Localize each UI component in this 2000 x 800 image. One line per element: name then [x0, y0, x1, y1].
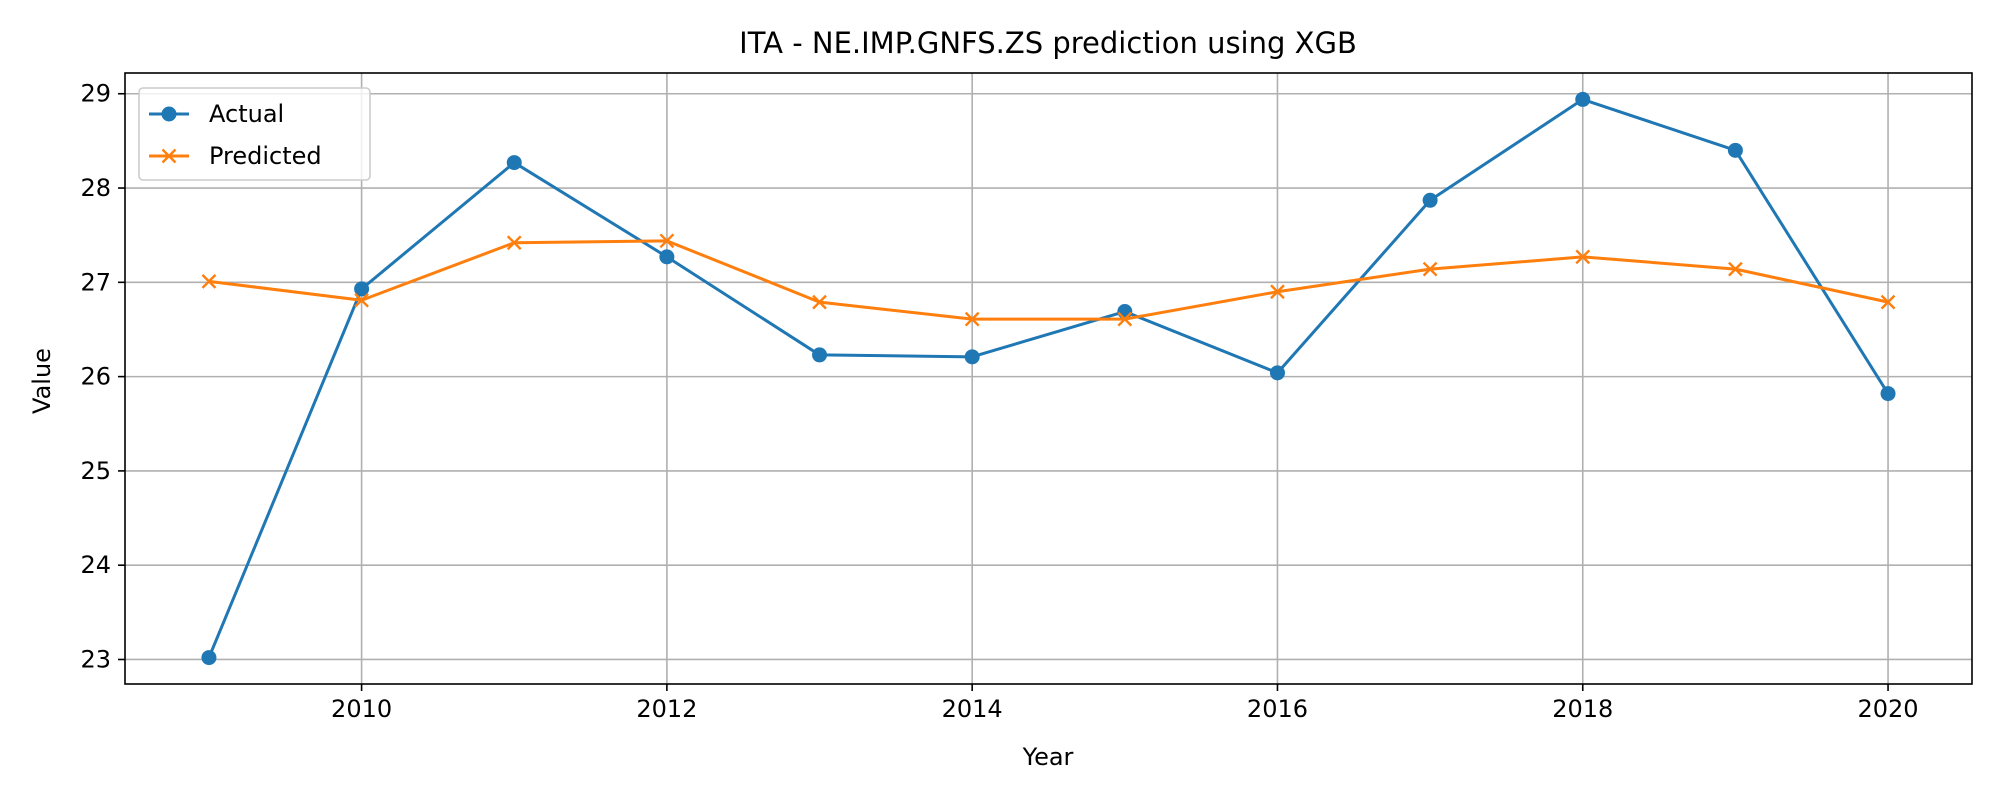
x-axis-title: Year [1022, 743, 1074, 771]
predicted-point [1575, 249, 1591, 265]
legend: Actual Predicted [138, 87, 371, 181]
actual-point [1575, 91, 1591, 107]
legend-label: Actual [209, 100, 284, 128]
chart-title: ITA - NE.IMP.GNFS.ZS prediction using XG… [739, 26, 1357, 60]
actual-point [659, 249, 675, 265]
predicted-point [201, 274, 217, 289]
actual-point [1422, 192, 1438, 208]
y-tick-label: 25 [80, 457, 111, 485]
y-tick-label: 24 [80, 551, 111, 579]
y-tick-label: 29 [80, 80, 111, 108]
predicted-line [208, 239, 1889, 321]
actual-point [964, 349, 980, 365]
predicted-point [354, 292, 369, 308]
actual-point [1727, 142, 1743, 158]
legend-item-actual: Actual [149, 100, 284, 128]
predicted-point [812, 294, 827, 310]
grid [125, 73, 1972, 684]
y-tick-label: 26 [80, 363, 111, 391]
x-tick-label: 2010 [331, 695, 392, 723]
actual-line [207, 97, 1890, 659]
legend-marker [161, 106, 177, 122]
x-tick-label: 2014 [942, 695, 1003, 723]
legend-marker [161, 148, 177, 164]
actual-point [201, 650, 217, 666]
predicted-point [1880, 294, 1896, 310]
predicted-point [1422, 261, 1438, 277]
plot-frame [124, 72, 1973, 685]
series-predicted [201, 233, 1896, 327]
predicted-point [1728, 261, 1743, 277]
x-tick-label: 2020 [1858, 695, 1919, 723]
actual-point [354, 281, 370, 297]
predicted-point [659, 233, 675, 249]
x-tick-label: 2016 [1247, 695, 1308, 723]
predicted-point [964, 311, 980, 327]
axes: 2010 2012 2014 2016 2018 2020 23 24 25 26 27 28 29 [80, 72, 1973, 723]
y-axis-title: Value [28, 348, 56, 414]
x-tick-label: 2012 [636, 695, 697, 723]
legend-box [138, 87, 371, 181]
y-tick-label: 28 [80, 174, 111, 202]
predicted-point [1270, 284, 1285, 300]
y-tick-label: 23 [80, 645, 111, 673]
actual-point [506, 155, 522, 171]
actual-point [812, 347, 828, 363]
y-tick-label: 27 [80, 268, 111, 296]
x-tick-label: 2018 [1552, 695, 1613, 723]
series [201, 91, 1896, 666]
predicted-point [1117, 311, 1133, 327]
legend-label: Predicted [209, 142, 322, 170]
predicted-point [506, 235, 522, 251]
actual-point [1880, 386, 1896, 402]
legend-item-predicted: Predicted [149, 142, 322, 170]
actual-point [1269, 365, 1285, 381]
series-actual [201, 91, 1896, 666]
